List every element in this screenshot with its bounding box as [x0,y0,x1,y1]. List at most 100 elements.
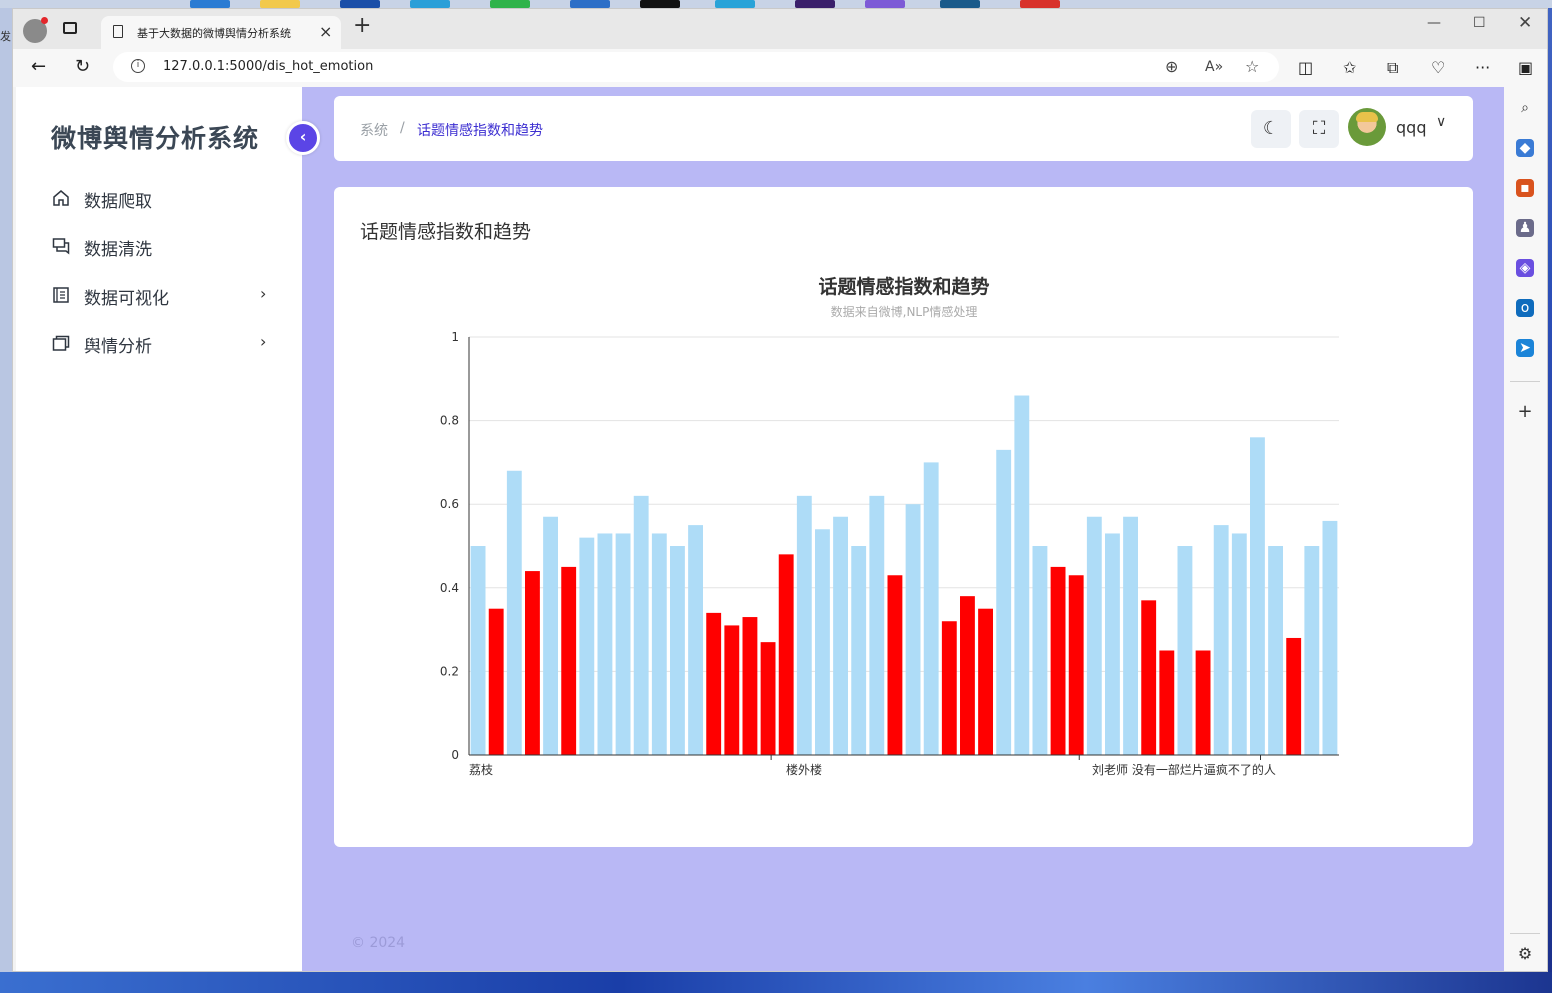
document-icon [53,287,69,303]
chart-bar [851,546,867,755]
minimize-icon[interactable]: — [1427,15,1441,31]
url-text[interactable]: 127.0.0.1:5000/dis_hot_emotion [163,59,374,74]
y-tick-label: 0.2 [440,664,459,678]
window-close-icon[interactable]: ✕ [1518,13,1533,33]
chart-bar [1105,533,1120,755]
collapse-sidebar-button[interactable]: ‹ [286,121,320,155]
browser-tab[interactable]: 基于大数据的微博舆情分析系统 × [101,16,341,49]
chart-bar [615,533,631,755]
top-header: 系统 / 话题情感指数和趋势 ☾ ⛶ qqq ∨ [334,96,1473,161]
web-page: 微博舆情分析系统 ‹ 数据爬取 数据清洗 数据可视化 › 舆情分析 › [16,87,1504,971]
tag-icon[interactable]: ◆ [1516,139,1534,157]
favorite-star-icon[interactable]: ☆ [1245,57,1260,76]
desktop-text: 发 [0,30,11,43]
tab-bar: 基于大数据的微博舆情分析系统 × + — ☐ ✕ [13,9,1547,49]
sidebar-item-data-visualization[interactable]: 数据可视化 › [52,280,274,310]
chart-bar [724,625,740,755]
chart-bar [1159,650,1175,755]
chart-bar [706,612,722,755]
chart-bar [1014,395,1030,755]
x-tick-label: 刘老师 没有一部烂片逼疯不了的人 [1092,762,1276,777]
chart-bar [1032,546,1048,755]
settings-gear-icon[interactable]: ⚙ [1517,944,1533,963]
zoom-icon[interactable]: ⊕ [1165,57,1179,76]
chart-bar [543,516,558,755]
chart-bar [815,529,830,755]
chart-bar [633,495,649,755]
dark-mode-button[interactable]: ☾ [1251,110,1291,148]
window-icon [52,335,70,351]
info-icon[interactable]: i [131,59,145,73]
y-tick-label: 0.8 [440,414,459,428]
browser-window: 基于大数据的微博舆情分析系统 × + — ☐ ✕ ← ↻ i 127.0.0.1… [12,8,1548,972]
sidebar-item-label: 数据清洗 [84,240,152,260]
outlook-icon[interactable]: o [1516,299,1534,317]
y-tick-label: 0.6 [440,497,459,511]
chart-title: 话题情感指数和趋势 [818,275,989,298]
avatar[interactable] [1348,108,1386,146]
chart-bar [1268,546,1283,755]
chart-bar [1123,516,1138,755]
address-bar[interactable]: i 127.0.0.1:5000/dis_hot_emotion ⊕ A» ☆ [113,52,1279,82]
split-screen-icon[interactable]: ◫ [1298,58,1314,77]
chart-bar [1286,637,1302,755]
chart-bar [597,533,613,755]
side-divider [1510,933,1540,934]
more-icon[interactable]: ··· [1475,58,1491,77]
chart-bar [760,642,776,755]
chart-bar [470,546,486,755]
breadcrumb-root[interactable]: 系统 [360,123,388,139]
chart-bar [796,495,812,755]
maximize-icon[interactable]: ☐ [1473,15,1486,31]
chart-subtitle: 数据来自微博,NLP情感处理 [831,304,978,319]
new-tab-icon[interactable]: + [353,13,372,38]
back-icon[interactable]: ← [31,56,47,77]
games-icon[interactable]: ♟ [1516,219,1534,237]
toolbox-icon[interactable]: ▪ [1516,179,1534,197]
chart-bar [1068,575,1084,755]
read-aloud-icon[interactable]: A» [1205,59,1224,75]
chart-bar [905,504,921,755]
chart-bar [869,495,885,755]
breadcrumb-separator: / [400,120,405,136]
chart-bar [996,449,1012,755]
chart-card: 话题情感指数和趋势 话题情感指数和趋势 数据来自微博,NLP情感处理 0 0.2 0… [334,187,1473,847]
chevron-down-icon[interactable]: ∨ [1436,114,1447,130]
send-icon[interactable]: ➤ [1516,339,1534,357]
navigation-bar: ← ↻ i 127.0.0.1:5000/dis_hot_emotion ⊕ A… [13,49,1547,87]
app-logo: 微博舆情分析系统 [51,124,260,153]
chart-bar [833,516,848,755]
y-tick-label: 0 [451,748,459,762]
refresh-icon[interactable]: ↻ [75,56,91,77]
page-icon [113,25,123,38]
search-icon[interactable]: ⌕ [1521,100,1529,116]
chart-bar [742,617,758,755]
add-icon[interactable]: + [1517,401,1533,422]
chart-bar [688,525,703,755]
sidebar-item-label: 舆情分析 [84,337,152,357]
y-tick-label: 1 [451,330,459,344]
chart-bar [506,470,522,755]
performance-icon[interactable]: ♡ [1431,58,1446,77]
profile-icon[interactable] [23,17,48,43]
chart-bar [1322,520,1338,755]
chart-bar [941,621,957,755]
sidebar-toggle-icon[interactable]: ▣ [1518,58,1534,77]
fullscreen-button[interactable]: ⛶ [1299,110,1339,148]
username[interactable]: qqq [1396,118,1427,137]
collections-icon[interactable]: ⧉ [1387,58,1399,77]
close-icon[interactable]: × [319,22,333,41]
chevron-right-icon: › [260,332,267,351]
favorites-icon[interactable]: ✩ [1343,58,1357,77]
tab-actions-icon[interactable] [63,22,77,34]
sidebar-item-data-clean[interactable]: 数据清洗 [52,231,274,261]
copilot-icon[interactable]: ◈ [1516,259,1534,277]
chart-bar [488,608,504,755]
chart-bar [525,571,540,755]
sidebar-item-data-crawl[interactable]: 数据爬取 [52,183,274,213]
home-icon [53,190,69,206]
chart-bar [579,537,595,755]
chart-bar [1250,437,1265,755]
sidebar-item-sentiment-analysis[interactable]: 舆情分析 › [52,328,274,358]
chart-bar [887,575,903,755]
